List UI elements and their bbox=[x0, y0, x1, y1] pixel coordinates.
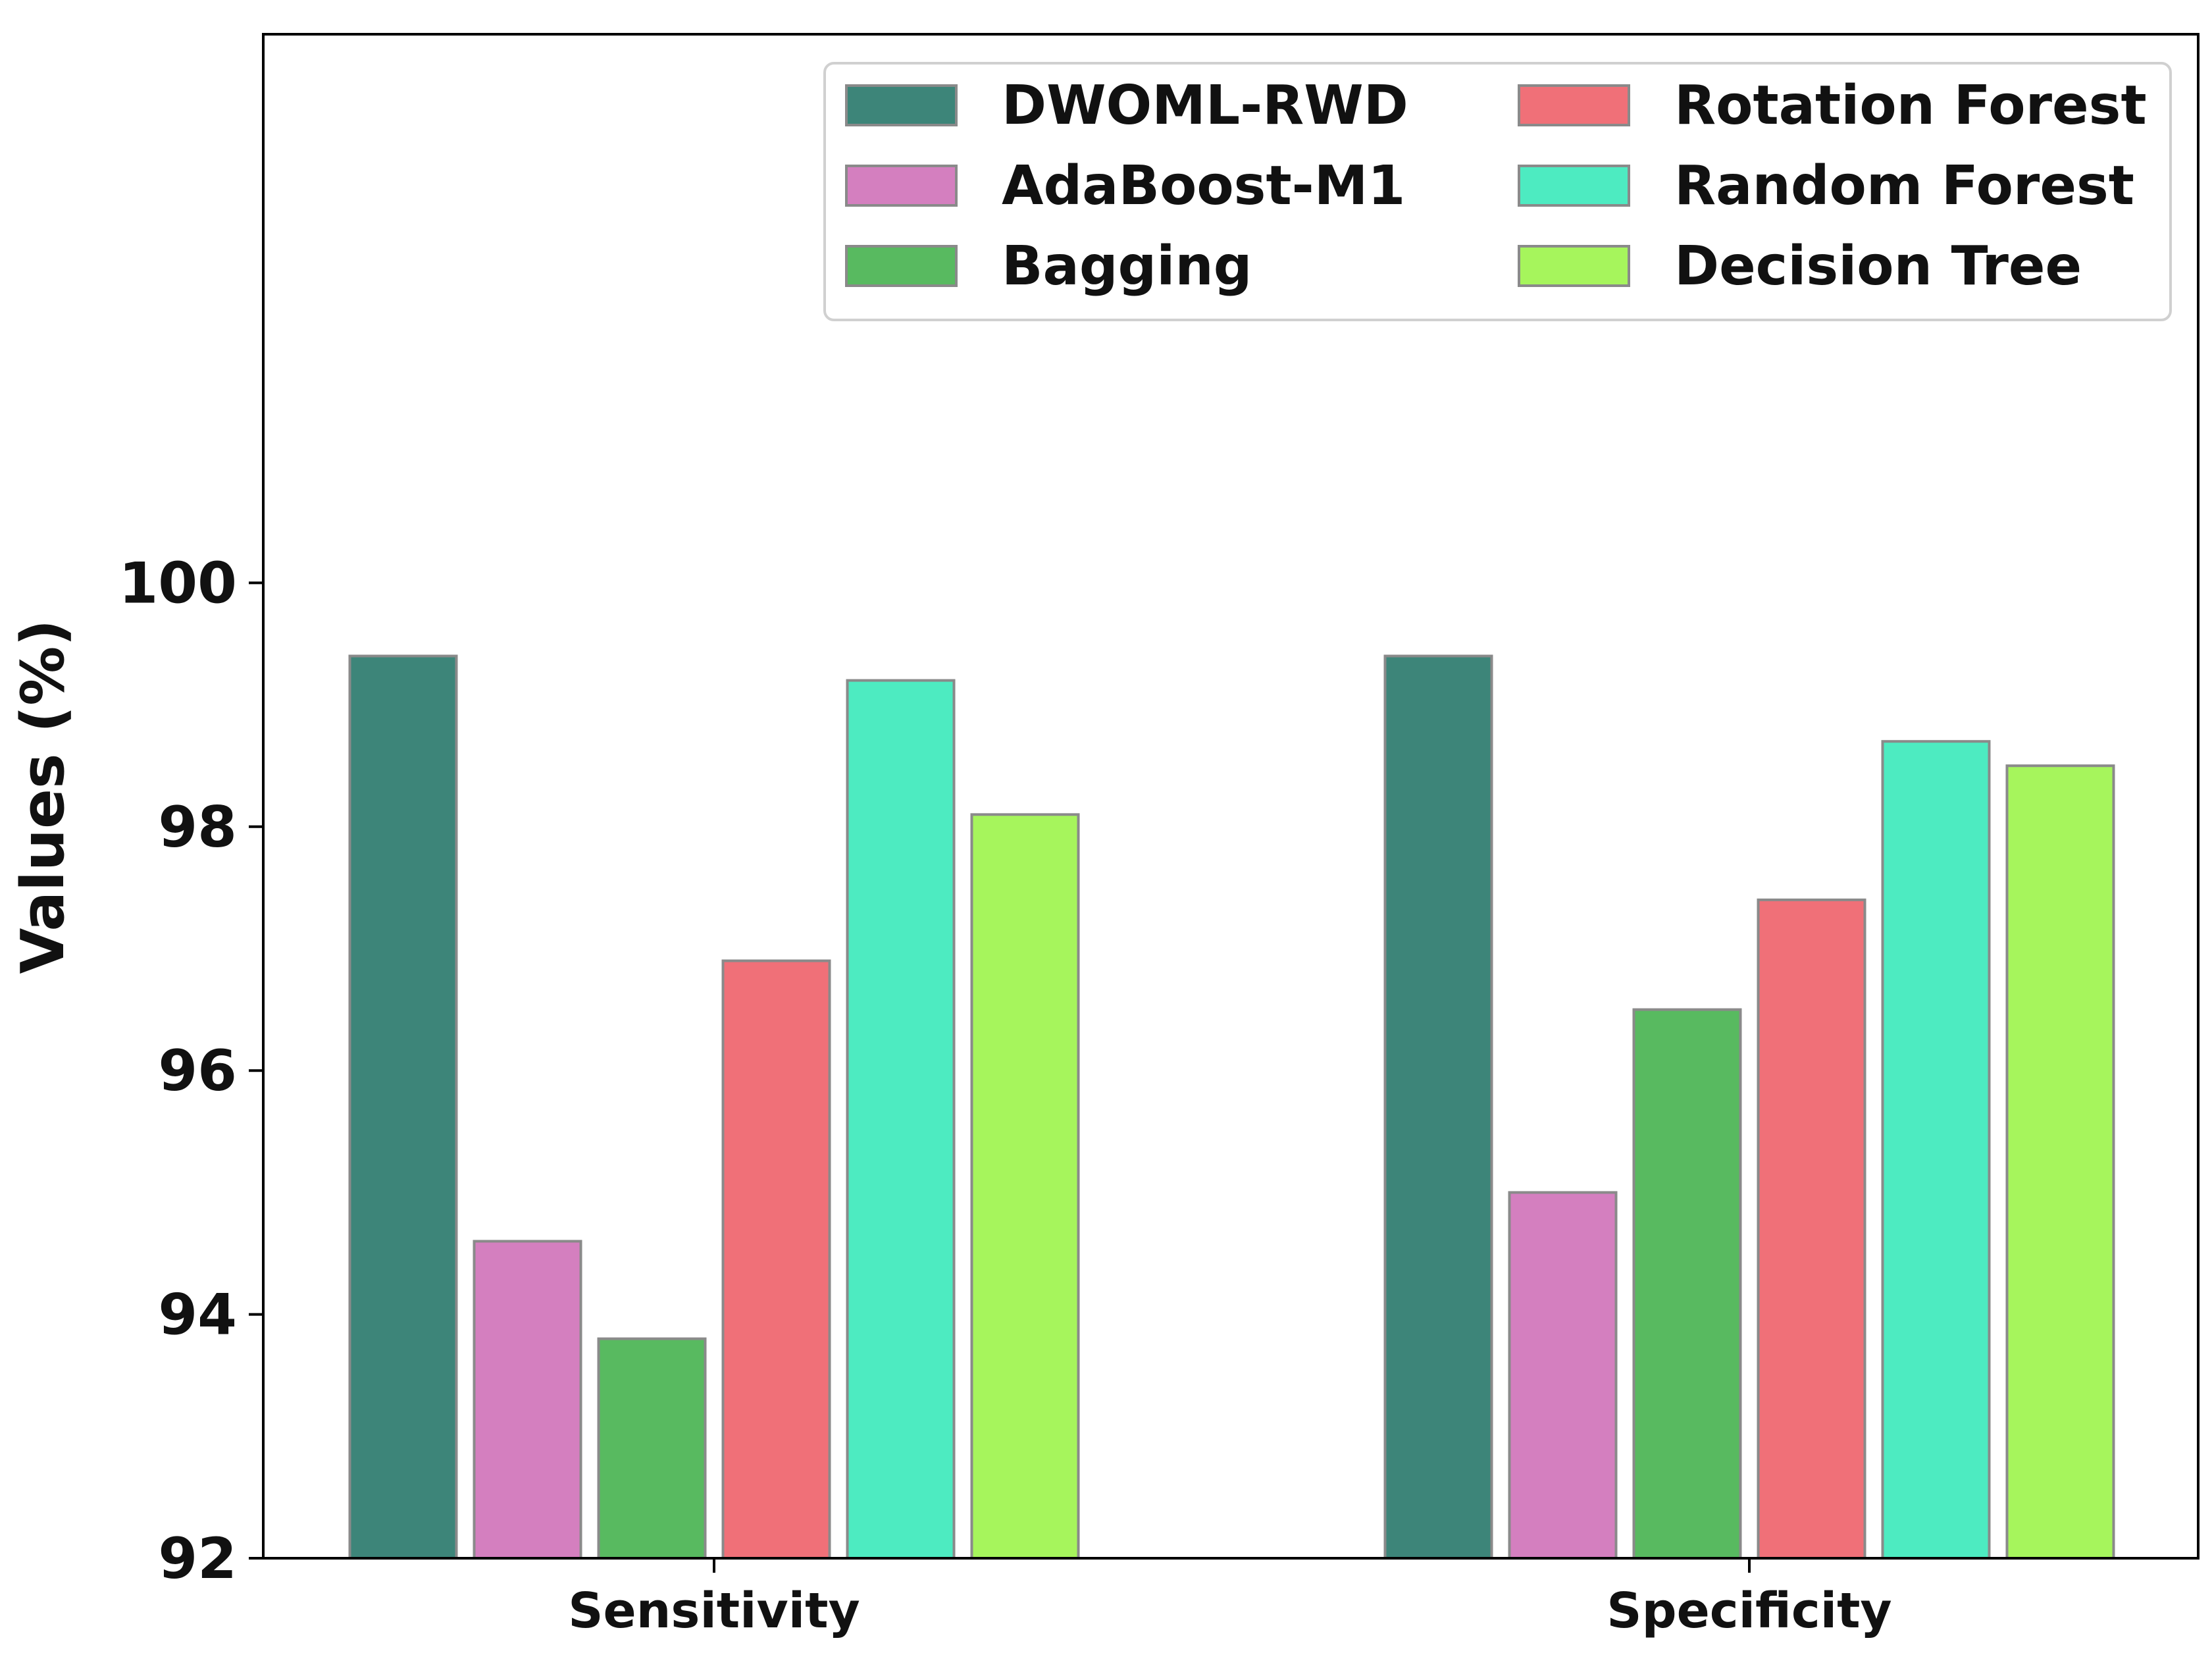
legend: DWOML-RWD AdaBoost-M1 Bagging Rotation Fore… bbox=[823, 62, 2172, 321]
bar-decision-tree-specificity bbox=[2005, 764, 2115, 1560]
x-category-label-specificity: Specificity bbox=[1607, 1583, 1891, 1639]
y-tick-label: 92 bbox=[158, 1526, 237, 1592]
y-tick-label: 96 bbox=[158, 1038, 237, 1104]
y-tick-label: 98 bbox=[158, 795, 237, 860]
bar-dwoml-rwd-sensitivity bbox=[348, 654, 458, 1560]
x-category-label-sensitivity: Sensitivity bbox=[568, 1583, 860, 1639]
x-axis: Sensitivity Specificity bbox=[568, 1558, 1892, 1639]
legend-label: Decision Tree bbox=[1674, 235, 2082, 298]
bar-rotation-forest-sensitivity bbox=[721, 959, 831, 1560]
y-axis-label: Values (%) bbox=[9, 619, 78, 974]
legend-swatch-rotation-forest bbox=[1518, 84, 1630, 126]
bar-bagging-sensitivity bbox=[597, 1337, 707, 1560]
legend-label: Bagging bbox=[1002, 235, 1252, 298]
legend-label: DWOML-RWD bbox=[1002, 74, 1408, 137]
bar-adaboost-m1-specificity bbox=[1508, 1191, 1618, 1560]
bar-random-forest-specificity bbox=[1881, 740, 1991, 1560]
bar-random-forest-sensitivity bbox=[846, 679, 956, 1560]
legend-label: Random Forest bbox=[1674, 155, 2134, 217]
legend-swatch-dwoml-rwd bbox=[845, 84, 958, 126]
bars-layer bbox=[348, 654, 2115, 1560]
legend-swatch-random-forest bbox=[1518, 165, 1630, 207]
y-axis: 92 94 96 98 100 bbox=[118, 550, 263, 1592]
plot-frame bbox=[262, 33, 2199, 1560]
legend-swatch-adaboost-m1 bbox=[845, 165, 958, 207]
bar-adaboost-m1-sensitivity bbox=[473, 1240, 582, 1560]
legend-swatch-decision-tree bbox=[1518, 245, 1630, 287]
legend-label: AdaBoost-M1 bbox=[1002, 155, 1405, 217]
y-tick-label: 100 bbox=[118, 550, 237, 616]
bar-rotation-forest-specificity bbox=[1757, 898, 1866, 1560]
legend-swatch-bagging bbox=[845, 245, 958, 287]
bar-decision-tree-sensitivity bbox=[970, 813, 1080, 1560]
bar-dwoml-rwd-specificity bbox=[1383, 654, 1493, 1560]
y-tick-label: 94 bbox=[158, 1282, 237, 1348]
bar-bagging-specificity bbox=[1632, 1008, 1742, 1560]
legend-label: Rotation Forest bbox=[1674, 74, 2147, 137]
legend-frame bbox=[823, 62, 2172, 321]
